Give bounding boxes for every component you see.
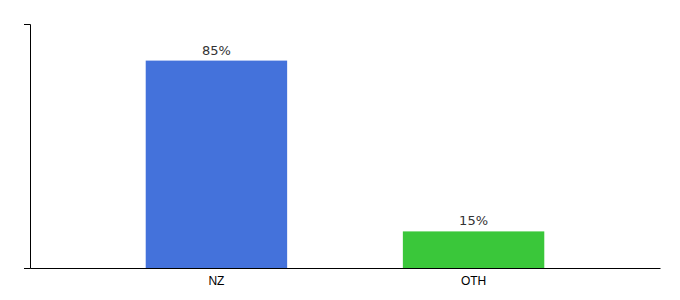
bar: [146, 61, 287, 268]
data-label: 85%: [202, 43, 231, 58]
plot: NZ OTH 85% 15%: [24, 25, 661, 288]
y-axis: [24, 25, 31, 269]
y-axis-line: [24, 25, 31, 269]
data-labels: 85% 15%: [202, 43, 488, 229]
data-label: 15%: [459, 213, 488, 228]
x-tick-label: NZ: [208, 274, 224, 288]
bar: [403, 231, 544, 268]
chart: NZ OTH 85% 15%: [0, 0, 680, 300]
x-tick: NZ: [208, 274, 224, 288]
x-tick-label: OTH: [461, 274, 486, 288]
x-tick: OTH: [461, 274, 486, 288]
x-axis: NZ OTH: [31, 269, 661, 288]
bars: [146, 61, 545, 268]
x-axis-line: [31, 268, 661, 269]
